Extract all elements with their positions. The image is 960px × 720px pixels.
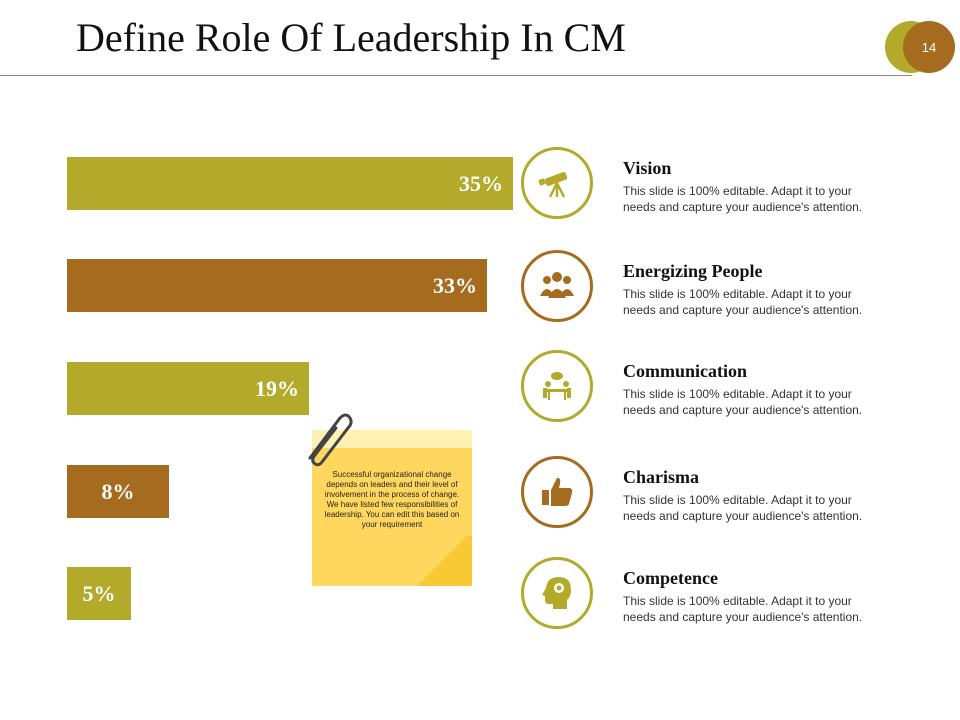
bar-communication: 19% [67,362,309,415]
item-title: Communication [623,361,748,381]
communication-icon-circle [521,350,593,422]
bar-charisma: 8% [67,465,169,518]
sticky-note-text: Successful organizational change depends… [324,470,460,529]
item-title: Charisma [623,467,699,487]
sticky-note-curl [412,536,472,586]
paperclip-icon [308,413,353,467]
title-divider [0,75,912,76]
vision-icon-circle [521,147,593,219]
item-title: Competence [623,568,718,588]
people-group-icon [540,272,574,298]
thumbs-up-icon [542,477,573,506]
meeting-icon [543,372,571,400]
item-vision: Vision This slide is 100% editable. Adap… [623,158,923,215]
sticky-note: Successful organizational change depends… [312,430,472,586]
energizing-people-icon-circle [521,250,593,322]
item-communication: Communication This slide is 100% editabl… [623,361,923,418]
item-description: This slide is 100% editable. Adapt it to… [623,594,863,624]
competence-icon-circle [521,557,593,629]
charisma-icon-circle [521,456,593,528]
bar-vision: 35% [67,157,513,210]
telescope-icon [538,172,568,198]
item-charisma: Charisma This slide is 100% editable. Ad… [623,467,923,524]
bar-competence: 5% [67,567,131,620]
head-gears-icon [542,577,571,609]
sticky-note-top [312,430,472,448]
item-description: This slide is 100% editable. Adapt it to… [623,287,863,317]
bar-energizing-people: 33% [67,259,487,312]
item-description: This slide is 100% editable. Adapt it to… [623,184,863,214]
item-title: Energizing People [623,261,763,281]
page-number-badge: 14 [903,21,955,73]
item-description: This slide is 100% editable. Adapt it to… [623,493,863,523]
item-competence: Competence This slide is 100% editable. … [623,568,923,625]
slide-title: Define Role Of Leadership In CM [76,15,626,60]
item-description: This slide is 100% editable. Adapt it to… [623,387,863,417]
item-title: Vision [623,158,672,178]
item-energizing-people: Energizing People This slide is 100% edi… [623,261,923,318]
